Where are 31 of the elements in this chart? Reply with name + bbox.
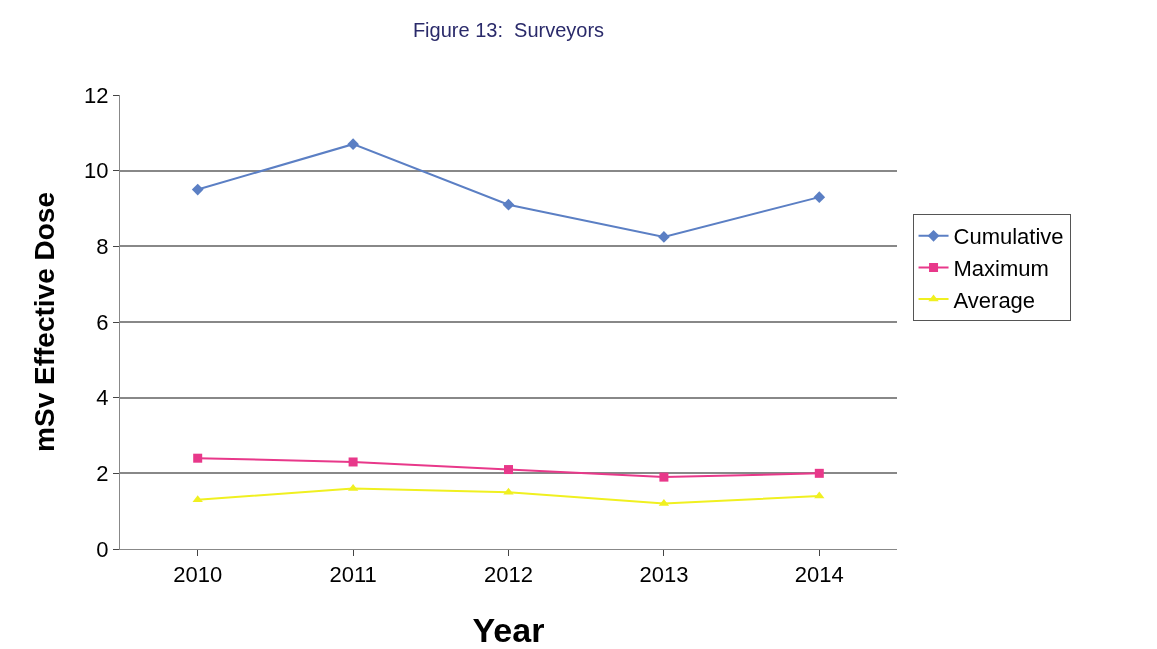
legend-label: Maximum [953, 256, 1049, 281]
x-tick-label: 2011 [329, 562, 377, 588]
point [504, 465, 513, 475]
point [347, 138, 359, 151]
y-tick-label: 10 [84, 158, 109, 184]
x-tick-label: 2014 [794, 562, 844, 588]
legend-label: Cumulative [953, 224, 1064, 250]
point [193, 453, 203, 463]
point [813, 191, 826, 203]
point [814, 468, 824, 478]
y-axis-title: mSv Effective Dose [29, 192, 60, 452]
point [814, 491, 825, 499]
y-tick-label: 6 [96, 309, 109, 335]
y-tick-label: 4 [96, 385, 109, 411]
y-tick-label: 8 [96, 234, 109, 260]
x-tick-label: 2012 [484, 562, 533, 588]
point [503, 487, 514, 495]
y-tick-label: 0 [96, 536, 109, 562]
point [192, 495, 203, 503]
legend-label: Average [953, 287, 1036, 313]
y-tick-label: 12 [84, 82, 109, 108]
point [659, 472, 669, 482]
y-tick-label: 2 [96, 461, 109, 487]
point [502, 198, 515, 211]
point [348, 457, 358, 467]
point [191, 183, 204, 196]
chart-title: Figure 13: Surveyors [412, 18, 605, 41]
point [658, 231, 670, 243]
x-axis-title: Year [472, 611, 545, 649]
x-tick-label: 2013 [639, 562, 689, 588]
x-tick-label: 2010 [173, 562, 223, 588]
